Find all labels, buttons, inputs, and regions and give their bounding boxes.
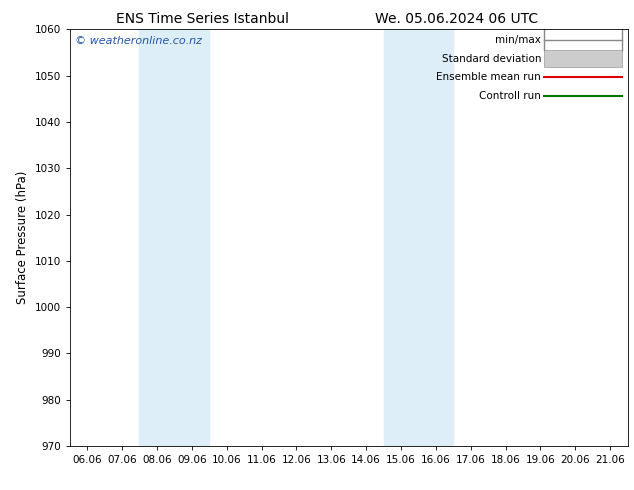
Text: © weatheronline.co.nz: © weatheronline.co.nz: [75, 36, 202, 46]
Text: Controll run: Controll run: [479, 91, 541, 101]
Text: min/max: min/max: [495, 35, 541, 45]
Y-axis label: Surface Pressure (hPa): Surface Pressure (hPa): [16, 171, 29, 304]
Text: ENS Time Series Istanbul: ENS Time Series Istanbul: [117, 12, 289, 26]
Bar: [384, 29, 453, 446]
Bar: [544, 50, 622, 67]
Text: Standard deviation: Standard deviation: [442, 53, 541, 64]
Text: Ensemble mean run: Ensemble mean run: [436, 73, 541, 82]
Text: We. 05.06.2024 06 UTC: We. 05.06.2024 06 UTC: [375, 12, 538, 26]
Bar: [139, 29, 209, 446]
